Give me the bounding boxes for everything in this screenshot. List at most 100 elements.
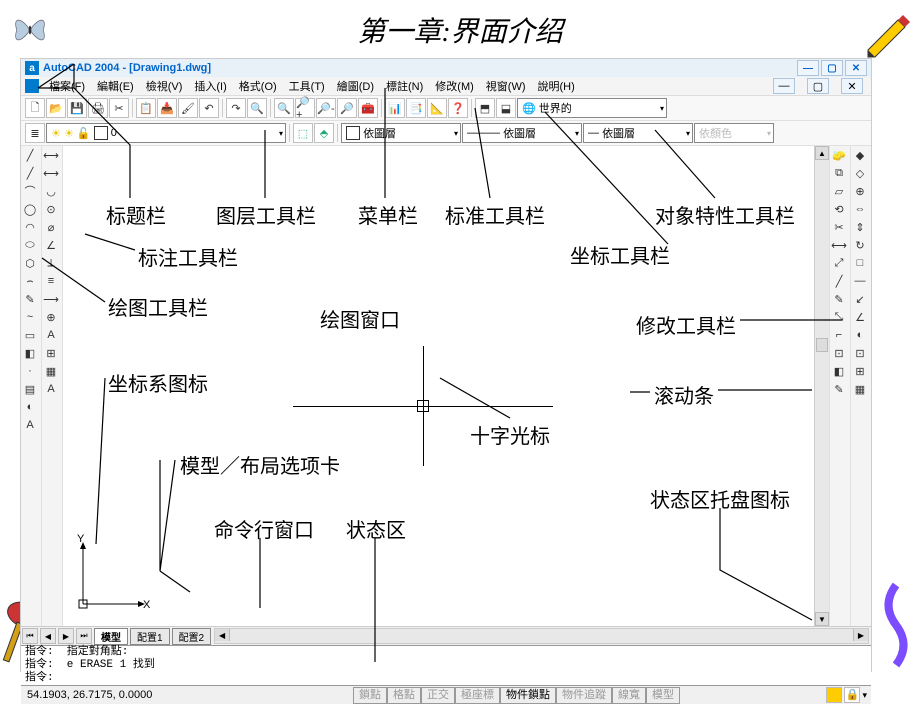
std-tool-11[interactable]: 🔍 <box>274 98 294 118</box>
mod-tool-7[interactable]: ╱ <box>830 272 848 290</box>
draw-tool-3[interactable]: ◯ <box>21 200 39 218</box>
layer-dropdown[interactable]: ☀ ☀ 🔓 0 <box>46 123 286 143</box>
draw-tool-0[interactable]: ╱ <box>21 146 39 164</box>
tab-model[interactable]: 模型 <box>94 628 128 645</box>
mod-tool-2[interactable]: ▱ <box>830 182 848 200</box>
dim-tool-3[interactable]: ⊙ <box>42 200 60 218</box>
mod2-tool-1[interactable]: ◇ <box>851 164 869 182</box>
std-tool-12[interactable]: 🔎+ <box>295 98 315 118</box>
prev-layer-icon[interactable]: ⬘ <box>314 123 334 143</box>
mod-tool-11[interactable]: ⊡ <box>830 344 848 362</box>
draw-tool-1[interactable]: ╱ <box>21 164 39 182</box>
dim-tool-12[interactable]: ▦ <box>42 362 60 380</box>
dim-tool-0[interactable]: ⟷ <box>42 146 60 164</box>
mdi-max[interactable]: ▢ <box>807 78 829 94</box>
status-model[interactable]: 模型 <box>646 687 680 704</box>
dim-tool-7[interactable]: ≡ <box>42 272 60 290</box>
draw-tool-2[interactable]: ⌒ <box>21 182 39 200</box>
menu-tools[interactable]: 工具(T) <box>289 78 325 94</box>
mod-tool-9[interactable]: ⤡ <box>830 308 848 326</box>
mod-tool-13[interactable]: ✎ <box>830 380 848 398</box>
menu-view[interactable]: 檢視(V) <box>146 78 183 94</box>
menu-modify[interactable]: 修改(M) <box>435 78 474 94</box>
status-snap[interactable]: 鎖點 <box>353 687 387 704</box>
mod-tool-6[interactable]: ⤢ <box>830 254 848 272</box>
std-tool-8[interactable]: ↶ <box>199 98 219 118</box>
status-polar[interactable]: 極座標 <box>455 687 500 704</box>
mod2-tool-10[interactable]: ◐ <box>851 326 869 344</box>
draw-tool-13[interactable]: ▤ <box>21 380 39 398</box>
dim-tool-5[interactable]: ∠ <box>42 236 60 254</box>
menu-draw[interactable]: 繪圖(D) <box>337 78 374 94</box>
mod2-tool-8[interactable]: ↙ <box>851 290 869 308</box>
menu-format[interactable]: 格式(O) <box>239 78 277 94</box>
tray-comm-icon[interactable] <box>826 687 842 703</box>
ucs-tool-1[interactable]: ⬓ <box>496 98 516 118</box>
draw-tool-7[interactable]: ⌢ <box>21 272 39 290</box>
dim-tool-13[interactable]: A <box>42 380 60 398</box>
maximize-button[interactable]: ▢ <box>821 60 843 76</box>
plotstyle-dropdown[interactable]: 依顏色 <box>694 123 774 143</box>
std-tool-19[interactable]: ❓ <box>448 98 468 118</box>
lineweight-dropdown[interactable]: — 依圖層 <box>583 123 693 143</box>
mod-tool-4[interactable]: ✂ <box>830 218 848 236</box>
menu-help[interactable]: 說明(H) <box>538 78 575 94</box>
tab-next[interactable]: ▶ <box>58 628 74 644</box>
std-tool-2[interactable]: 💾 <box>67 98 87 118</box>
draw-tool-14[interactable]: ◐ <box>21 398 39 416</box>
dim-tool-11[interactable]: ⊞ <box>42 344 60 362</box>
dim-tool-6[interactable]: ⟂ <box>42 254 60 272</box>
ucs-tool-0[interactable]: ⬒ <box>475 98 495 118</box>
draw-tool-6[interactable]: ⬡ <box>21 254 39 272</box>
mod2-tool-9[interactable]: ∠ <box>851 308 869 326</box>
mod-tool-3[interactable]: ⟲ <box>830 200 848 218</box>
status-grid[interactable]: 格點 <box>387 687 421 704</box>
std-tool-3[interactable]: 🖨 <box>88 98 108 118</box>
mdi-min[interactable]: — <box>773 78 795 94</box>
std-tool-7[interactable]: 🖌 <box>178 98 198 118</box>
std-tool-6[interactable]: 📥 <box>157 98 177 118</box>
status-lwt[interactable]: 線寬 <box>612 687 646 704</box>
vertical-scrollbar[interactable] <box>814 146 829 626</box>
world-dropdown[interactable]: 🌐 世界的 <box>517 98 667 118</box>
draw-tool-4[interactable]: ◠ <box>21 218 39 236</box>
tab-first[interactable]: ⏮ <box>22 628 38 644</box>
make-current-icon[interactable]: ⬚ <box>293 123 313 143</box>
std-tool-5[interactable]: 📋 <box>136 98 156 118</box>
mod2-tool-4[interactable]: ⇕ <box>851 218 869 236</box>
std-tool-14[interactable]: 🔎 <box>337 98 357 118</box>
mod2-tool-5[interactable]: ↻ <box>851 236 869 254</box>
dim-tool-8[interactable]: ⟶ <box>42 290 60 308</box>
minimize-button[interactable]: — <box>797 60 819 76</box>
std-tool-15[interactable]: 🧰 <box>358 98 378 118</box>
std-tool-16[interactable]: 📊 <box>385 98 405 118</box>
draw-tool-15[interactable]: A <box>21 416 39 434</box>
std-tool-17[interactable]: 📑 <box>406 98 426 118</box>
tab-last[interactable]: ⏭ <box>76 628 92 644</box>
menu-window[interactable]: 視窗(W) <box>486 78 526 94</box>
mod2-tool-0[interactable]: ◆ <box>851 146 869 164</box>
mod-tool-5[interactable]: ⟷ <box>830 236 848 254</box>
menu-file[interactable]: 檔案(F) <box>49 78 85 94</box>
menu-dim[interactable]: 標註(N) <box>386 78 423 94</box>
draw-tool-11[interactable]: ◧ <box>21 344 39 362</box>
dim-tool-4[interactable]: ⌀ <box>42 218 60 236</box>
status-osnap[interactable]: 物件鎖點 <box>500 687 556 704</box>
mod-tool-0[interactable]: 🧽 <box>830 146 848 164</box>
draw-tool-12[interactable]: · <box>21 362 39 380</box>
horizontal-scrollbar[interactable] <box>214 628 869 644</box>
color-dropdown[interactable]: 依圖層 <box>341 123 461 143</box>
status-otrack[interactable]: 物件追蹤 <box>556 687 612 704</box>
command-line[interactable]: 指令: 指定對角點: 指令: e ERASE 1 找到 指令: <box>21 645 871 685</box>
status-ortho[interactable]: 正交 <box>421 687 455 704</box>
std-tool-18[interactable]: 📐 <box>427 98 447 118</box>
menu-edit[interactable]: 編輯(E) <box>97 78 134 94</box>
std-tool-10[interactable]: 🔍 <box>247 98 267 118</box>
std-tool-4[interactable]: ✂ <box>109 98 129 118</box>
mod-tool-10[interactable]: ⌐ <box>830 326 848 344</box>
dim-tool-10[interactable]: A <box>42 326 60 344</box>
close-button[interactable]: ✕ <box>845 60 867 76</box>
mdi-close[interactable]: ✕ <box>841 78 863 94</box>
dim-tool-9[interactable]: ⊕ <box>42 308 60 326</box>
draw-tool-9[interactable]: ~ <box>21 308 39 326</box>
